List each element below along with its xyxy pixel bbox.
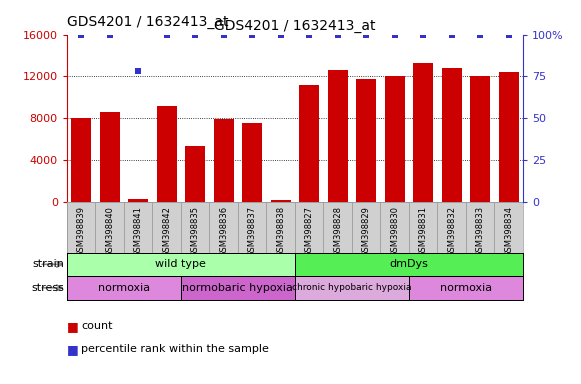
Bar bbox=[152, 202, 181, 253]
Point bbox=[134, 68, 143, 74]
Text: normobaric hypoxia: normobaric hypoxia bbox=[182, 283, 293, 293]
Bar bbox=[442, 68, 462, 202]
Text: GSM398837: GSM398837 bbox=[248, 206, 257, 257]
Bar bbox=[385, 76, 404, 202]
Bar bbox=[299, 85, 319, 202]
Bar bbox=[67, 253, 295, 276]
Text: stress: stress bbox=[31, 283, 64, 293]
Text: GSM398831: GSM398831 bbox=[419, 206, 428, 257]
Text: ■: ■ bbox=[67, 343, 83, 356]
Point bbox=[191, 31, 200, 38]
Point bbox=[447, 31, 456, 38]
Bar bbox=[181, 276, 295, 300]
Bar bbox=[356, 79, 376, 202]
Text: GSM398839: GSM398839 bbox=[77, 206, 85, 257]
Bar bbox=[181, 202, 209, 253]
Bar bbox=[185, 146, 205, 202]
Text: wild type: wild type bbox=[155, 259, 206, 269]
Point bbox=[162, 31, 171, 38]
Point bbox=[105, 31, 114, 38]
Text: GDS4201 / 1632413_at: GDS4201 / 1632413_at bbox=[214, 19, 375, 33]
Text: GSM398840: GSM398840 bbox=[105, 206, 114, 257]
Bar bbox=[409, 202, 437, 253]
Bar bbox=[295, 253, 523, 276]
Point bbox=[333, 31, 342, 38]
Bar bbox=[238, 202, 266, 253]
Bar bbox=[157, 106, 177, 202]
Bar bbox=[498, 72, 519, 202]
Text: GSM398832: GSM398832 bbox=[447, 206, 456, 257]
Bar bbox=[128, 199, 148, 202]
Bar bbox=[99, 112, 120, 202]
Bar bbox=[470, 76, 490, 202]
Bar bbox=[295, 276, 409, 300]
Bar bbox=[67, 276, 181, 300]
Text: GSM398828: GSM398828 bbox=[333, 206, 342, 257]
Bar bbox=[381, 202, 409, 253]
Point bbox=[475, 31, 485, 38]
Point bbox=[390, 31, 399, 38]
Bar bbox=[466, 202, 494, 253]
Point bbox=[276, 31, 285, 38]
Bar bbox=[271, 200, 290, 202]
Text: normoxia: normoxia bbox=[440, 283, 492, 293]
Bar bbox=[209, 202, 238, 253]
Text: GSM398829: GSM398829 bbox=[361, 206, 371, 257]
Bar bbox=[413, 63, 433, 202]
Text: GSM398827: GSM398827 bbox=[304, 206, 314, 257]
Text: strain: strain bbox=[32, 259, 64, 269]
Text: GDS4201 / 1632413_at: GDS4201 / 1632413_at bbox=[67, 15, 228, 29]
Point bbox=[248, 31, 257, 38]
Point bbox=[504, 31, 513, 38]
Bar bbox=[494, 202, 523, 253]
Bar bbox=[214, 119, 234, 202]
Bar bbox=[95, 202, 124, 253]
Text: GSM398833: GSM398833 bbox=[476, 206, 485, 257]
Text: percentile rank within the sample: percentile rank within the sample bbox=[81, 344, 269, 354]
Text: chronic hypobaric hypoxia: chronic hypobaric hypoxia bbox=[292, 283, 411, 292]
Bar bbox=[324, 202, 352, 253]
Text: GSM398834: GSM398834 bbox=[504, 206, 513, 257]
Point bbox=[304, 31, 314, 38]
Bar bbox=[409, 276, 523, 300]
Bar bbox=[266, 202, 295, 253]
Point bbox=[418, 31, 428, 38]
Bar bbox=[71, 118, 91, 202]
Text: dmDys: dmDys bbox=[389, 259, 428, 269]
Bar bbox=[124, 202, 152, 253]
Bar bbox=[67, 202, 95, 253]
Text: count: count bbox=[81, 321, 113, 331]
Text: GSM398841: GSM398841 bbox=[134, 206, 142, 257]
Text: GSM398838: GSM398838 bbox=[276, 206, 285, 257]
Point bbox=[77, 31, 86, 38]
Text: normoxia: normoxia bbox=[98, 283, 150, 293]
Text: GSM398842: GSM398842 bbox=[162, 206, 171, 257]
Bar bbox=[437, 202, 466, 253]
Bar bbox=[328, 70, 347, 202]
Text: GSM398836: GSM398836 bbox=[219, 206, 228, 257]
Bar bbox=[295, 202, 324, 253]
Text: GSM398835: GSM398835 bbox=[191, 206, 200, 257]
Text: GSM398830: GSM398830 bbox=[390, 206, 399, 257]
Point bbox=[219, 31, 228, 38]
Bar bbox=[352, 202, 381, 253]
Bar bbox=[242, 122, 262, 202]
Point bbox=[361, 31, 371, 38]
Text: ■: ■ bbox=[67, 320, 83, 333]
